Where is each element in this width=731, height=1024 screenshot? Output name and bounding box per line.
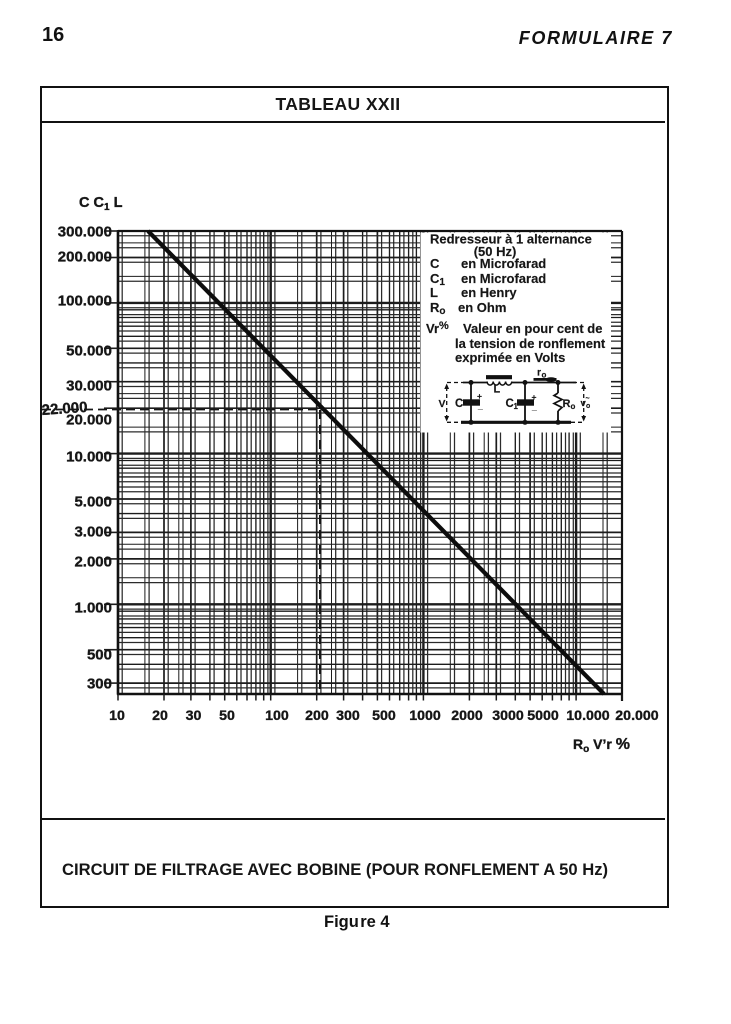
svg-text:+: + <box>532 392 537 402</box>
svg-text:L: L <box>494 384 501 396</box>
svg-text:5.000: 5.000 <box>74 493 112 510</box>
svg-text:3000: 3000 <box>492 708 524 724</box>
svg-text:50.000: 50.000 <box>66 342 112 359</box>
svg-text:V: V <box>439 398 446 410</box>
svg-text:100: 100 <box>265 708 289 724</box>
svg-text:o: o <box>586 403 590 410</box>
svg-text:20.000: 20.000 <box>66 411 112 428</box>
svg-text:30: 30 <box>186 708 202 724</box>
svg-text:(50 Hz): (50 Hz) <box>474 244 517 259</box>
svg-text:10.000: 10.000 <box>566 708 610 724</box>
svg-text:exprimée en Volts: exprimée en Volts <box>455 350 565 365</box>
svg-text:L: L <box>430 285 438 300</box>
svg-text:1000: 1000 <box>409 708 441 724</box>
svg-text:10: 10 <box>109 708 125 724</box>
svg-text:C: C <box>455 398 463 410</box>
svg-text:300.000: 300.000 <box>58 223 112 240</box>
svg-text:en Henry: en Henry <box>461 285 517 300</box>
svg-text:50: 50 <box>219 708 235 724</box>
svg-text:_: _ <box>531 402 537 412</box>
svg-text:en Microfarad: en Microfarad <box>461 271 546 286</box>
svg-text:2.000: 2.000 <box>74 553 112 570</box>
svg-text:200.000: 200.000 <box>58 248 112 265</box>
svg-text:1.000: 1.000 <box>74 599 112 616</box>
svg-text:C C1 L: C C1 L <box>79 195 123 213</box>
svg-text:C: C <box>430 256 440 271</box>
svg-text:la tension de ronflement: la tension de ronflement <box>455 336 606 351</box>
svg-text:20.000: 20.000 <box>615 708 659 724</box>
svg-text:1: 1 <box>514 402 519 411</box>
svg-text:en Ohm: en Ohm <box>458 300 506 315</box>
svg-text:+: + <box>477 391 482 401</box>
svg-text:20: 20 <box>152 708 168 724</box>
svg-text:10.000: 10.000 <box>66 448 112 465</box>
svg-text:R: R <box>563 398 571 410</box>
svg-text:o: o <box>571 402 576 411</box>
svg-text:v: v <box>581 398 587 409</box>
svg-text:100.000: 100.000 <box>58 292 112 309</box>
svg-text:_: _ <box>477 401 483 411</box>
svg-text:200: 200 <box>305 708 329 724</box>
svg-text:500: 500 <box>372 708 396 724</box>
svg-text:C: C <box>506 398 514 410</box>
svg-text:o: o <box>542 371 547 380</box>
svg-text:300: 300 <box>336 708 360 724</box>
svg-text:en Microfarad: en Microfarad <box>461 256 546 271</box>
svg-text:Redresseur à 1 alternance: Redresseur à 1 alternance <box>430 232 592 247</box>
svg-text:500: 500 <box>87 646 112 663</box>
svg-text:22.000: 22.000 <box>41 399 88 419</box>
svg-text:2000: 2000 <box>451 708 483 724</box>
svg-text:300: 300 <box>87 675 112 692</box>
svg-text:~: ~ <box>586 396 590 403</box>
svg-text:5000: 5000 <box>527 708 559 724</box>
svg-text:r: r <box>537 367 541 379</box>
svg-text:30.000: 30.000 <box>66 377 112 394</box>
svg-text:3.000: 3.000 <box>74 523 112 540</box>
svg-text:Valeur en pour cent de: Valeur en pour cent de <box>463 321 602 336</box>
svg-text:Ro V’r %: Ro V’r % <box>573 736 630 755</box>
